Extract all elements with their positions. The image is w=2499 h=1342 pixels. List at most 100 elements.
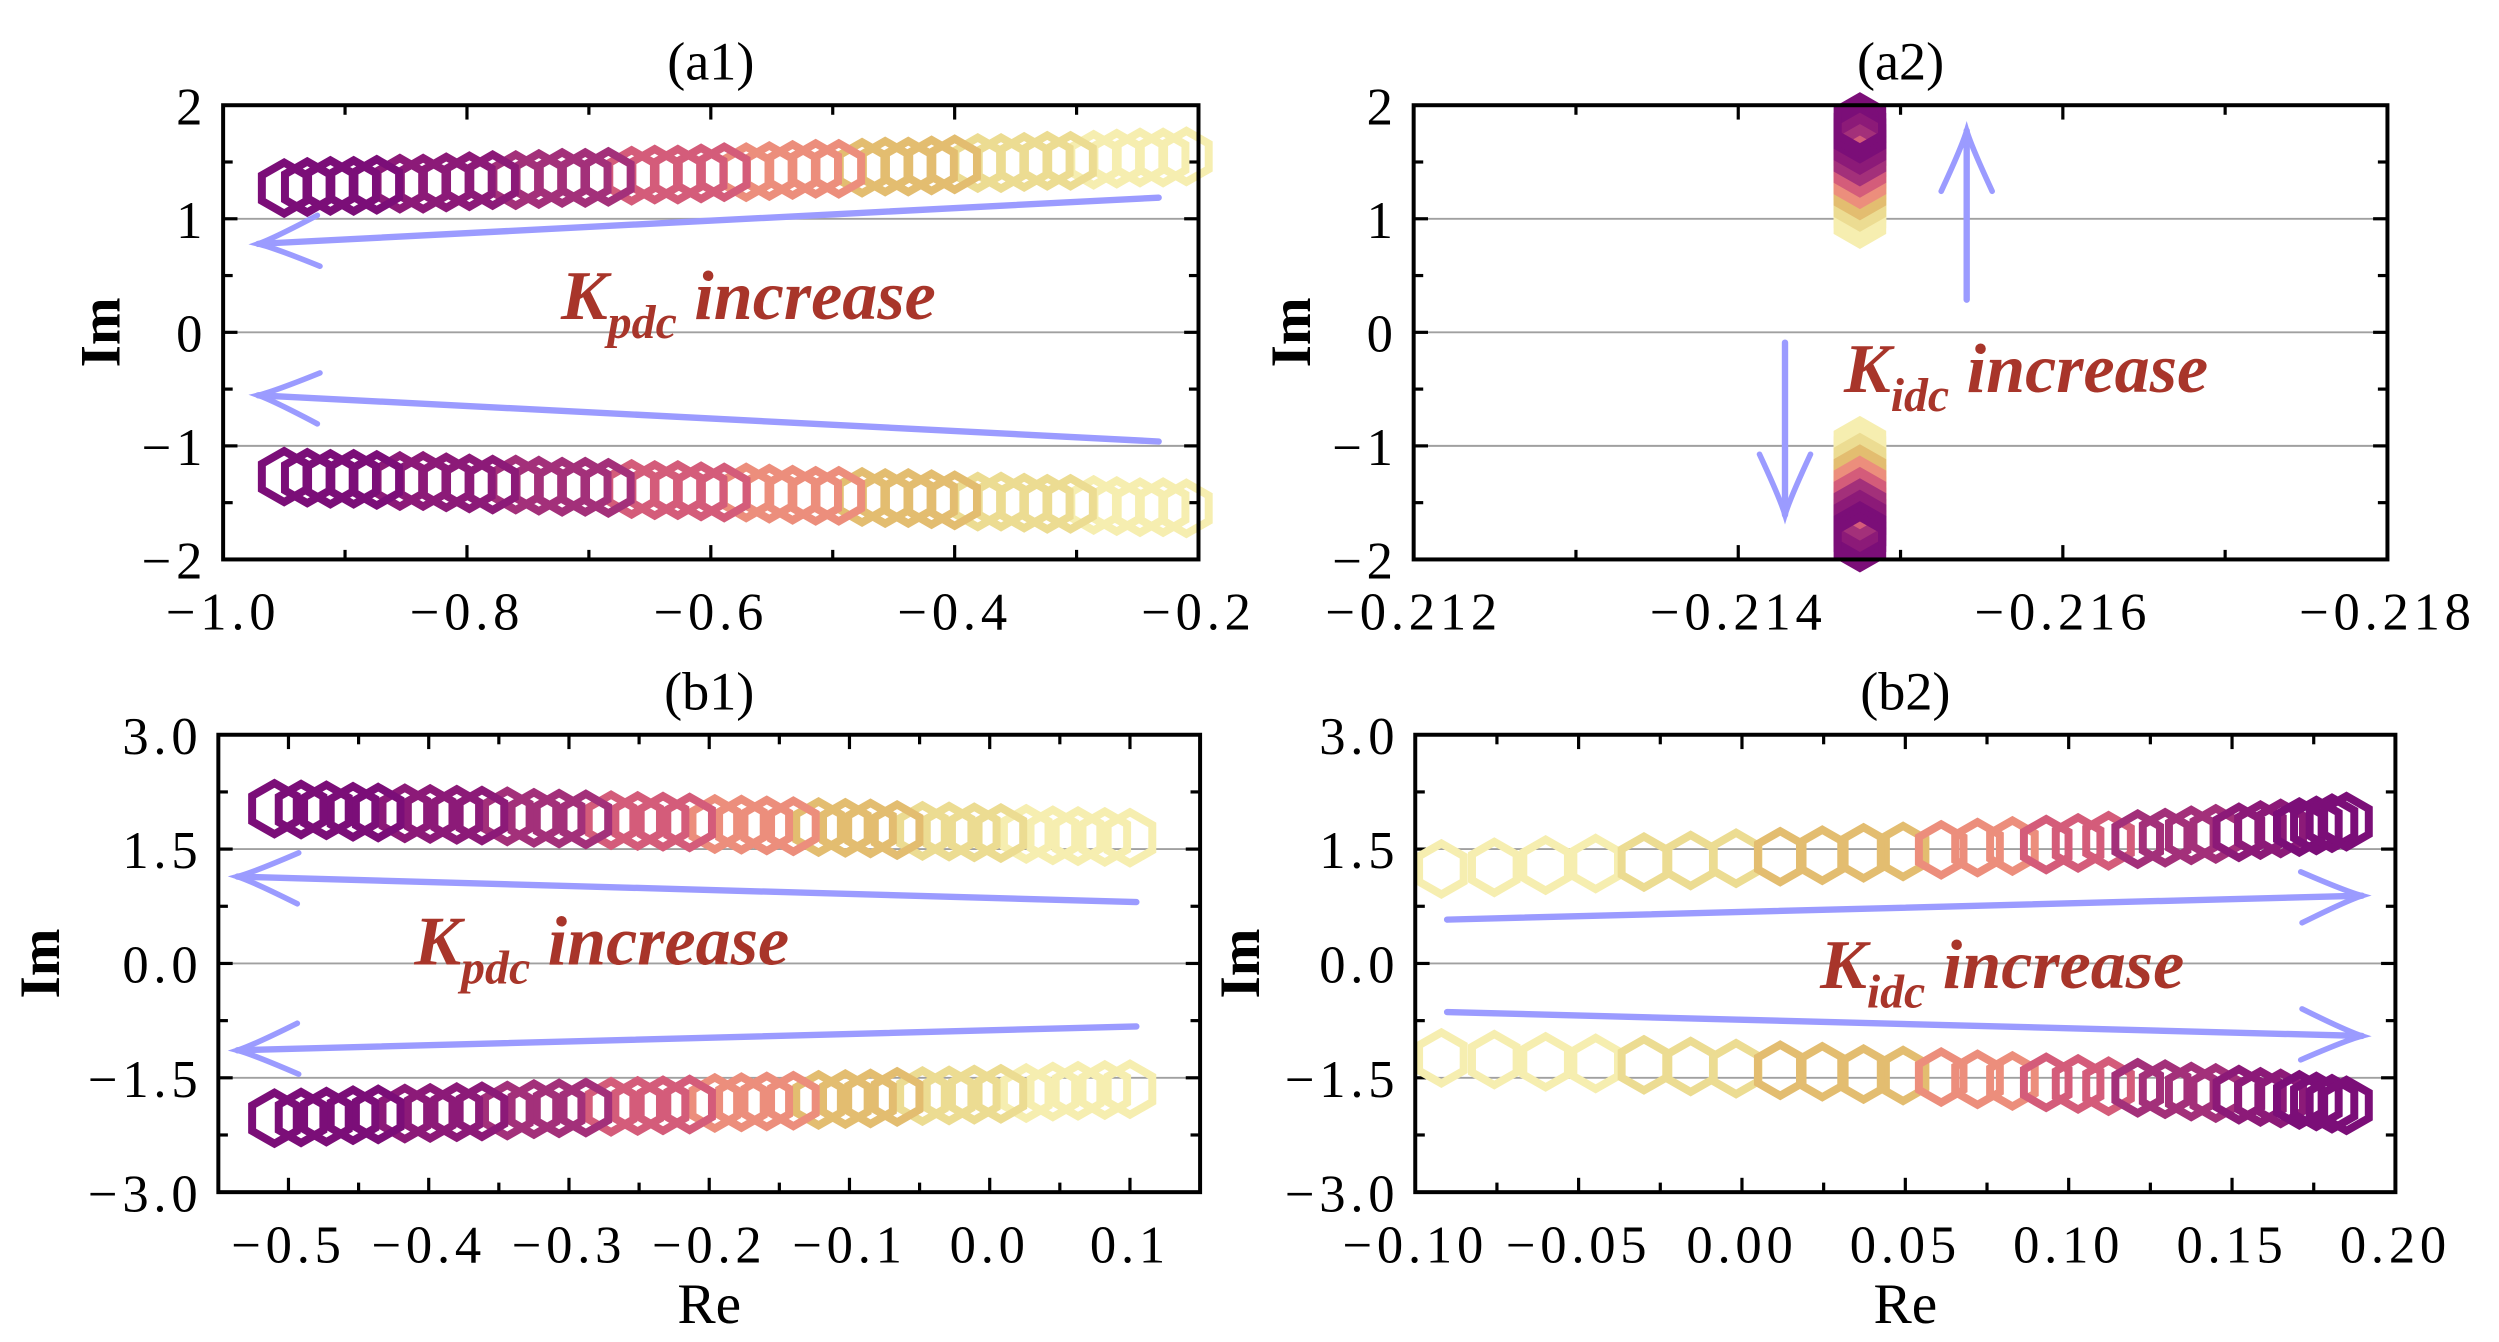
x-tick-label: −0.216 [1975, 584, 2152, 642]
pole-marker-lower [455, 1081, 509, 1142]
pole-marker-upper [1468, 837, 1521, 898]
pole-marker-lower [663, 1074, 716, 1135]
pole-marker-lower [1078, 1059, 1132, 1121]
pole-marker-upper [280, 156, 334, 218]
pole-marker-lower [584, 1076, 638, 1137]
pole-marker-lower [2111, 1057, 2164, 1118]
x-tick-label: −0.5 [231, 1216, 346, 1274]
pole-marker-lower [1833, 512, 1887, 573]
x-tick-label: −0.2 [652, 1216, 767, 1274]
panel-title: (b1) [664, 661, 754, 721]
y-axis-label: Im [1260, 297, 1323, 367]
annotation-symbol: K [1819, 927, 1871, 1004]
trend-arrow-lower-shaft [255, 392, 1162, 445]
trend-arrow-lower-head [227, 1020, 302, 1077]
pole-marker-upper [922, 801, 976, 862]
y-tick-label: 2 [1367, 78, 1398, 136]
annotation-label: increase [530, 903, 789, 980]
pole-marker-lower [1415, 1027, 1468, 1089]
y-tick-label: 1 [1367, 192, 1398, 250]
pole-marker-lower [922, 1065, 976, 1126]
pole-marker-lower [1986, 1050, 2039, 1112]
trend-arrow-upper-head [2297, 869, 2372, 926]
pole-marker-upper [1664, 830, 1717, 891]
pole-marker-lower [740, 1071, 794, 1132]
x-tick-label: −0.2 [1141, 584, 1256, 642]
pole-marker-lower [1026, 1061, 1080, 1122]
panel-a2: −0.212 −0.214 −0.216 −0.218 −2 −1 0 1 2 (a2) Im Kid… [1260, 32, 2476, 642]
x-axis-label: Re [677, 1273, 741, 1336]
pole-marker-lower [480, 1080, 534, 1141]
y-tick-label: 0 [176, 305, 207, 363]
pole-marker-upper [611, 790, 664, 852]
trend-arrow-upper-head [227, 850, 302, 907]
y-tick-label: −1.5 [88, 1051, 203, 1109]
pole-marker-upper [378, 783, 432, 844]
annotation-text: Kpdc increase [560, 258, 936, 349]
pole-marker-lower [2320, 1075, 2373, 1136]
pole-marker-lower [636, 1075, 690, 1136]
pole-marker-lower [974, 1063, 1028, 1124]
x-tick-label: −0.218 [2299, 584, 2476, 642]
pole-marker-lower [403, 1082, 457, 1144]
pole-marker-lower [870, 1066, 924, 1127]
pole-marker-upper [2138, 807, 2192, 868]
x-tick-label: −0.3 [512, 1216, 627, 1274]
x-tick-label: −1.0 [166, 584, 280, 642]
pole-marker-upper [2111, 809, 2164, 870]
panel-title: (a2) [1857, 32, 1944, 92]
trend-arrow-lower-shaft [234, 1023, 1140, 1054]
pole-marker-upper [257, 158, 311, 219]
x-tick-label: −0.214 [1650, 584, 1827, 642]
x-tick-label: 0.15 [2176, 1216, 2287, 1274]
pole-marker-lower [1833, 478, 1887, 539]
pole-marker-upper [2290, 795, 2343, 856]
pole-marker-lower [248, 1088, 301, 1149]
pole-marker-upper [870, 799, 924, 861]
pole-marker-lower [1833, 500, 1887, 562]
trend-arrow-upper-shaft [255, 194, 1162, 248]
pole-marker-upper [300, 780, 353, 841]
pole-marker-upper [740, 795, 794, 856]
pole-marker-upper [248, 778, 301, 839]
annotation-label: increase [1949, 331, 2208, 408]
pole-marker-upper [1078, 806, 1132, 867]
pole-marker-upper [403, 783, 457, 845]
pole-marker-upper [636, 791, 690, 852]
panel-title: (a1) [667, 32, 754, 92]
y-axis-label: Im [70, 297, 133, 367]
annotation-subscript: pdc [604, 296, 677, 349]
trend-arrow-lower-head [1756, 451, 1814, 525]
axes-frame [221, 103, 1201, 562]
pole-marker-lower [792, 1069, 845, 1130]
pole-marker-lower [1617, 1034, 1671, 1095]
pole-marker-lower [1833, 472, 1887, 533]
y-tick-label: −3.0 [1285, 1165, 1400, 1223]
pole-marker-upper [947, 802, 1001, 863]
pole-marker-upper [792, 796, 845, 858]
markers [257, 126, 1213, 539]
y-tick-label: 0.0 [122, 937, 202, 995]
y-tick-label: 1.5 [1319, 822, 1399, 880]
axes-frame [1411, 103, 2390, 562]
pole-marker-upper [584, 790, 638, 851]
pole-marker-upper [1753, 826, 1807, 887]
x-tick-label: 0.00 [1686, 1216, 1797, 1274]
y-tick-label: 0.0 [1319, 937, 1399, 995]
pole-marker-upper [1876, 821, 1930, 882]
pole-marker-lower [351, 1084, 405, 1145]
pole-marker-upper [2254, 798, 2307, 859]
annotation-subscript: idc [1891, 369, 1949, 422]
markers [1833, 92, 1887, 573]
pole-marker-upper [2234, 799, 2287, 861]
pole-marker-lower [378, 1083, 432, 1144]
y-tick-label: 1 [176, 192, 207, 250]
trend-arrow-upper-head [248, 212, 323, 270]
pole-marker-lower [2051, 1053, 2105, 1115]
pole-marker-lower [688, 1072, 742, 1133]
y-tick-label: −1 [1332, 419, 1398, 477]
pole-marker-lower [715, 1072, 768, 1133]
trend-arrow-upper-shaft [234, 873, 1140, 906]
pole-marker-upper [1709, 828, 1763, 889]
